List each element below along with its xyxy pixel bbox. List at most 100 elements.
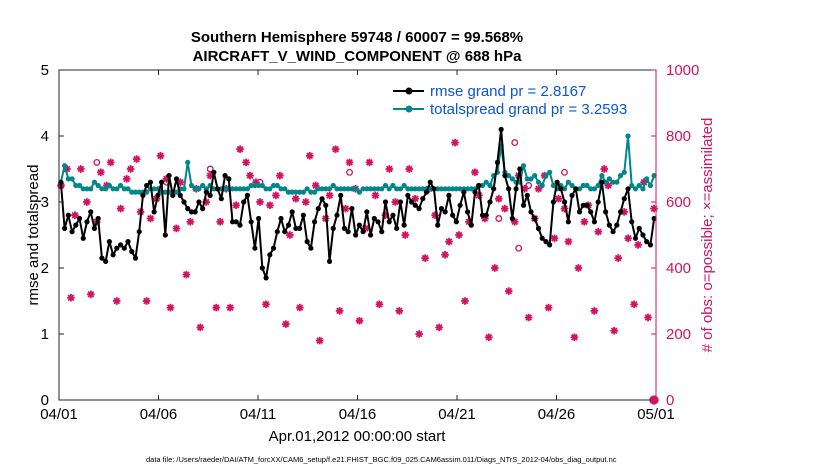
- x-axis: 04/01 04/06 04/11 04/16 04/21 04/26 05/01: [40, 70, 675, 423]
- obs-assimilated-marker: [276, 171, 284, 180]
- obs-assimilated-marker: [650, 204, 658, 213]
- totalspread-point: [304, 186, 310, 192]
- totalspread-point: [632, 186, 639, 192]
- totalspread-point: [345, 186, 351, 192]
- obs-assimilated-marker: [471, 168, 479, 177]
- chart-title-line-1: Southern Hemisphere 59748 / 60007 = 99.5…: [191, 29, 523, 46]
- obs-assimilated-marker: [614, 254, 622, 262]
- totalspread-point: [409, 186, 415, 192]
- totalspread-point: [237, 186, 243, 192]
- rmse-point: [62, 225, 68, 231]
- rmse-point: [382, 199, 389, 205]
- totalspread-point: [397, 186, 404, 192]
- obs-possible-marker: [511, 139, 519, 147]
- rmse-point: [535, 225, 542, 231]
- obs-assimilated-marker: [395, 307, 404, 315]
- totalspread-point: [121, 186, 127, 192]
- rmse-point: [69, 229, 75, 235]
- obs-assimilated-marker: [500, 204, 509, 213]
- obs-assimilated-marker: [624, 234, 632, 243]
- totalspread-point: [338, 186, 344, 192]
- totalspread-point: [606, 176, 612, 182]
- totalspread-point: [367, 186, 374, 192]
- obs-assimilated-marker: [67, 293, 75, 302]
- rmse-point: [405, 192, 411, 198]
- totalspread-point: [282, 186, 288, 192]
- rmse-point: [151, 209, 157, 215]
- obs-assimilated-marker: [272, 191, 280, 200]
- obs-assimilated-marker: [226, 303, 234, 312]
- totalspread-point: [211, 186, 217, 192]
- obs-assimilated-marker: [441, 251, 449, 259]
- rmse-point: [506, 186, 512, 192]
- rmse-point: [196, 199, 202, 205]
- y-left-tick-label: 3: [41, 194, 49, 211]
- rmse-point: [588, 209, 594, 215]
- totalspread-point: [569, 182, 575, 189]
- totalspread-point: [289, 189, 295, 195]
- y-right-tick-label: 200: [666, 326, 691, 343]
- obs-assimilated-marker: [544, 303, 553, 312]
- totalspread-point: [464, 186, 471, 192]
- obs-assimilated-marker: [112, 297, 121, 305]
- rmse-point: [323, 202, 329, 208]
- y-right-tick-label: 800: [666, 128, 691, 145]
- totalspread-point: [293, 189, 299, 195]
- totalspread-point: [621, 169, 627, 175]
- y-axis-right-label: # of obs: o=possible; ×=assimilated: [699, 118, 716, 353]
- rmse-point: [576, 209, 583, 215]
- rmse-point: [241, 199, 247, 205]
- totalspread-point: [547, 169, 553, 175]
- rmse-point: [80, 235, 86, 241]
- totalspread-point: [446, 186, 452, 192]
- obs-assimilated-marker: [594, 227, 603, 236]
- rmse-point: [401, 222, 407, 228]
- totalspread-point: [173, 189, 180, 195]
- rmse-point: [625, 186, 631, 192]
- totalspread-point: [629, 182, 635, 189]
- totalspread-point: [76, 182, 83, 189]
- rmse-point: [390, 212, 396, 218]
- obs-assimilated-marker: [461, 297, 469, 305]
- obs-assimilated-marker: [570, 333, 579, 342]
- rmse-point: [91, 225, 98, 231]
- obs-assimilated-marker: [335, 307, 344, 315]
- totalspread-point: [80, 186, 86, 192]
- totalspread-point: [457, 186, 463, 192]
- totalspread-point: [330, 182, 336, 189]
- obs-assimilated-marker: [266, 201, 274, 210]
- obs-assimilated-marker: [445, 237, 453, 246]
- rmse-point: [356, 222, 362, 228]
- totalspread-point: [651, 173, 657, 179]
- legend-spread-marker: [405, 105, 413, 113]
- totalspread-point: [106, 182, 112, 189]
- totalspread-point: [644, 176, 650, 182]
- totalspread-point: [308, 189, 314, 195]
- totalspread-point: [405, 186, 411, 192]
- totalspread-point: [435, 186, 441, 192]
- obs-assimilated-marker: [282, 320, 290, 328]
- rmse-point: [159, 179, 165, 185]
- rmse-point: [412, 202, 418, 208]
- y-left-tick-label: 2: [41, 260, 49, 277]
- rmse-point: [539, 235, 545, 241]
- totalspread-point: [360, 186, 366, 192]
- data-file-footnote: data file: /Users/raeder/DAI/ATM_forcXX/…: [146, 455, 617, 464]
- obs-possible-marker: [93, 158, 101, 166]
- rmse-point: [88, 209, 94, 215]
- rmse-point: [423, 189, 430, 195]
- obs-assimilated-marker: [295, 303, 304, 312]
- totalspread-point: [580, 182, 586, 189]
- rmse-point: [364, 209, 370, 215]
- obs-assimilated-marker: [435, 323, 443, 332]
- obs-assimilated-marker: [401, 231, 410, 239]
- rmse-point: [259, 265, 265, 271]
- obs-assimilated-marker: [634, 241, 642, 249]
- totalspread-point: [588, 186, 594, 192]
- rmse-point: [636, 225, 642, 231]
- rmse-point: [476, 182, 482, 189]
- rmse-line: [59, 128, 656, 279]
- legend: rmse grand pr = 2.8167 totalspread grand…: [393, 83, 627, 118]
- obs-possible-marker: [515, 244, 523, 252]
